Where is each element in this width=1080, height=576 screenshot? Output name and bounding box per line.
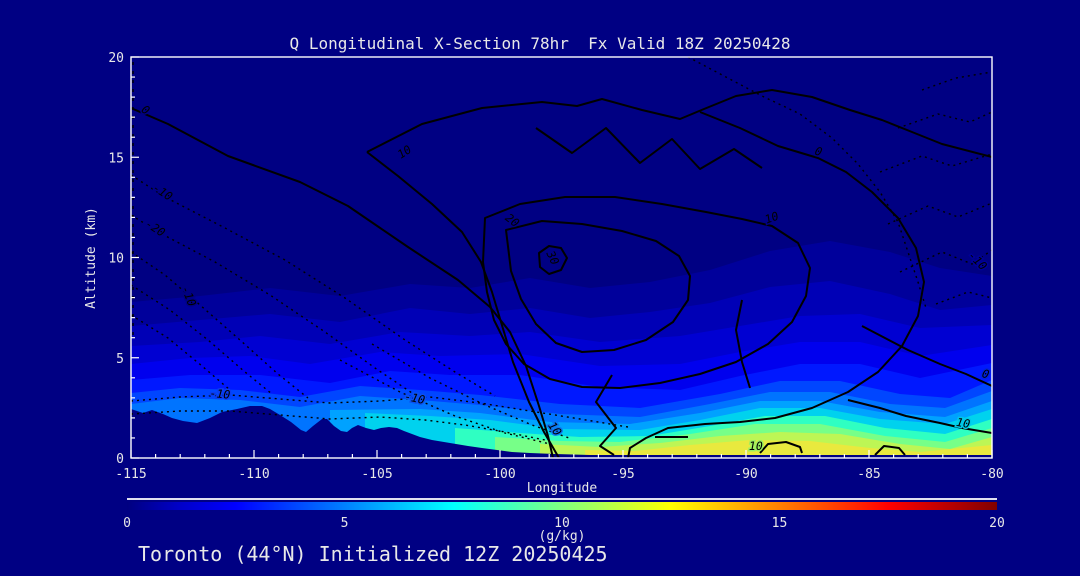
jet-ring-10 xyxy=(482,196,811,389)
y-tick-label: 15 xyxy=(108,151,124,166)
q-shading-field xyxy=(131,57,992,458)
x-tick-label: -80 xyxy=(980,467,1003,482)
colorbar-tick-label: 10 xyxy=(554,516,570,531)
colorbar-tick-label: 15 xyxy=(772,516,788,531)
chart-title: Q Longitudinal X-Section 78hr Fx Valid 1… xyxy=(289,34,791,53)
terrain-silhouette xyxy=(131,406,992,458)
x-tick-label: -100 xyxy=(484,467,515,482)
colorbar-tick-label: 5 xyxy=(341,516,349,531)
jet-ring-30 xyxy=(538,245,568,275)
x-tick-label: -95 xyxy=(611,467,634,482)
colorbar-tick-labels: 0 5 10 15 20 xyxy=(123,516,1005,531)
colorbar-unit-label: (g/kg) xyxy=(539,529,586,544)
x-tick-label: -115 xyxy=(115,467,146,482)
colorbar-tick-label: 0 xyxy=(123,516,131,531)
solid-contours xyxy=(131,89,992,458)
y-tick-label: 20 xyxy=(108,51,124,66)
y-tick-label: 0 xyxy=(116,452,124,467)
contour-label: -10 xyxy=(209,386,231,402)
contour-label: 10 xyxy=(763,209,781,227)
y-axis-title: Altitude (km) xyxy=(84,207,99,309)
axis-ticks xyxy=(130,56,993,459)
colorbar-tick-label: 20 xyxy=(989,516,1005,531)
jet-ring-20 xyxy=(505,220,691,353)
contour-label: 10 xyxy=(749,439,763,453)
x-tick-label: -110 xyxy=(238,467,269,482)
contour-label: 10 xyxy=(955,415,971,431)
contour-label: -10 xyxy=(403,389,426,407)
x-tick-label: -85 xyxy=(857,467,880,482)
x-axis-title: Longitude xyxy=(527,481,598,496)
y-tick-label: 10 xyxy=(108,252,124,267)
colorbar xyxy=(127,502,997,510)
y-tick-label: 5 xyxy=(116,352,124,367)
axis-tick-labels: -115 -110 -105 -100 -95 -90 -85 -80 0 5 10 15 20 xyxy=(108,51,1003,482)
init-info-text: Toronto (44°N) Initialized 12Z 20250425 xyxy=(138,542,608,566)
x-tick-label: -90 xyxy=(734,467,757,482)
x-tick-label: -105 xyxy=(361,467,392,482)
